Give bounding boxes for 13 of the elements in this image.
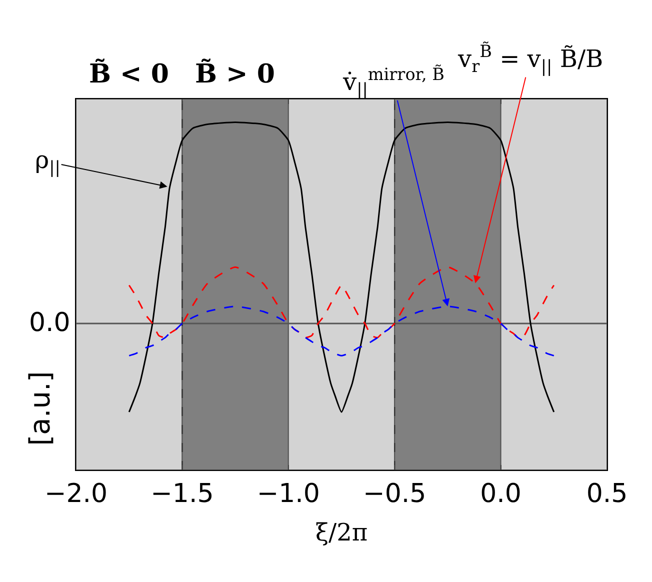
x-tick-label: −0.5 <box>363 479 426 510</box>
annotation: v$_{r}$$^{B̃}$ = v$_{||}$ B̃/B <box>457 41 604 76</box>
ref-line-label: 0.0 <box>29 308 70 338</box>
annotation: ρ$_{||}$ <box>35 146 60 178</box>
x-tick-label: 0.0 <box>480 479 522 510</box>
band-label: B̃ < 0 <box>89 58 169 90</box>
x-tick-label: −1.5 <box>150 479 214 510</box>
band-label: B̃ > 0 <box>195 58 275 90</box>
x-axis-title: ξ/2π <box>315 518 368 546</box>
x-tick-label: −2.0 <box>44 479 108 510</box>
x-tick-label: −1.0 <box>256 479 320 510</box>
y-axis-title: [a.u.] <box>23 371 56 446</box>
x-tick-label: 0.5 <box>586 479 628 510</box>
